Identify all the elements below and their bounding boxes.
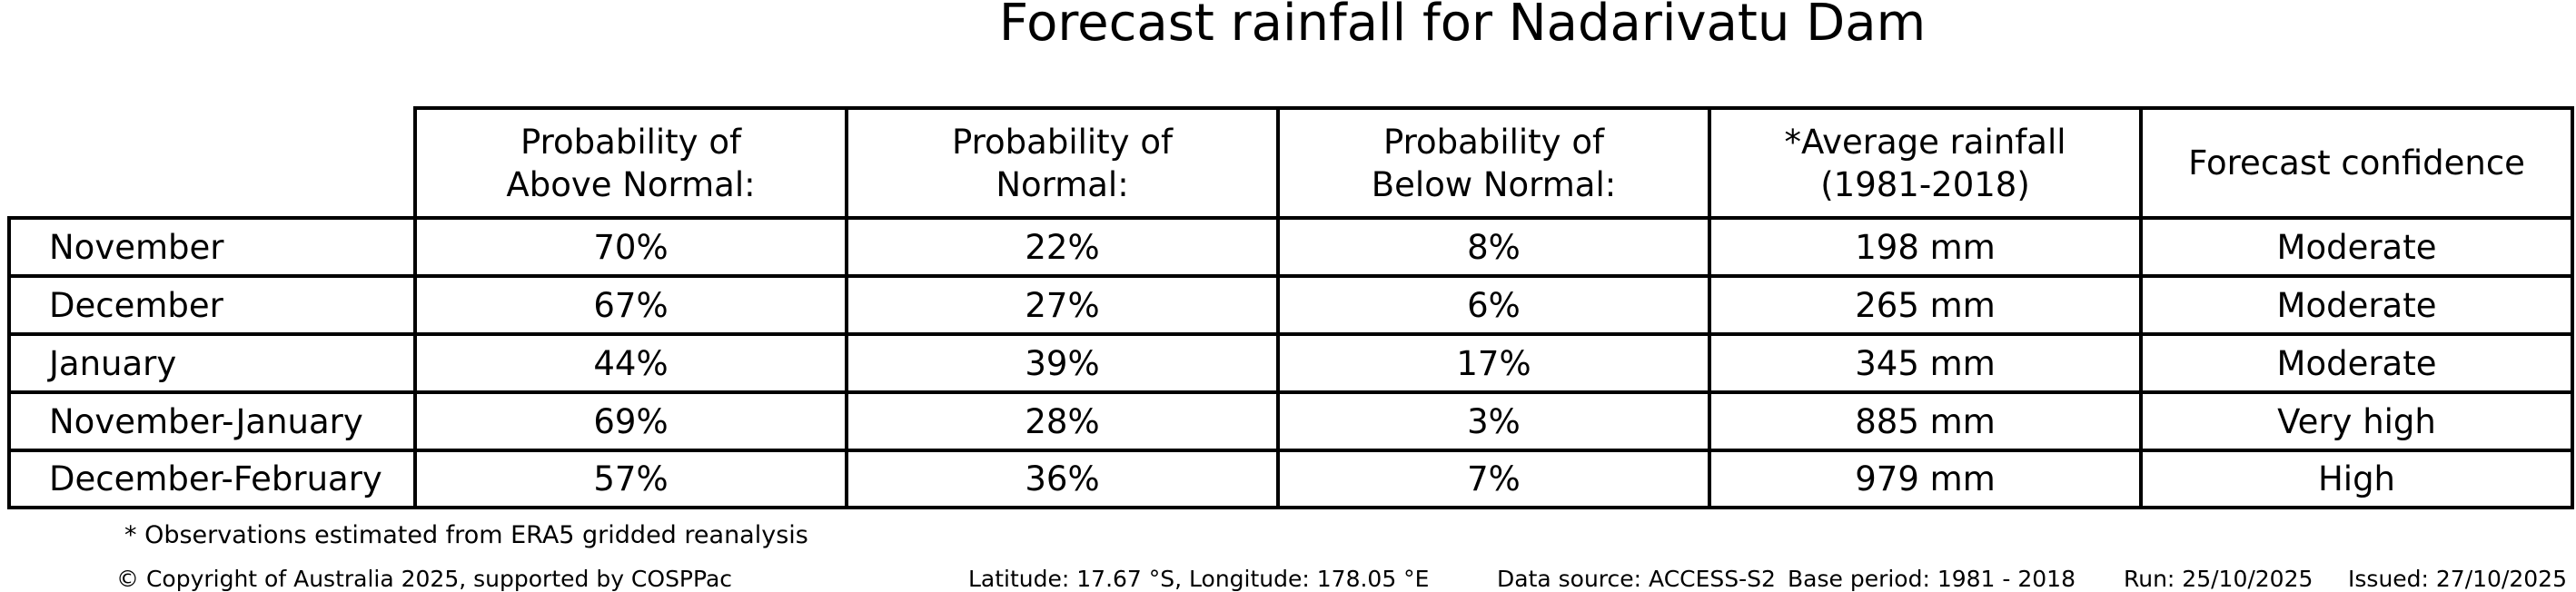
header-line: Forecast confidence xyxy=(2188,143,2525,183)
average-rainfall-value: 345 mm xyxy=(1708,332,2143,394)
above-normal-value: 70% xyxy=(413,216,848,278)
column-header-above-normal: Probability of Above Normal: xyxy=(413,106,848,220)
base-period-text: Base period: 1981 - 2018 xyxy=(1788,566,2076,592)
above-normal-value: 57% xyxy=(413,449,848,509)
below-normal-value: 6% xyxy=(1276,274,1711,336)
normal-value: 39% xyxy=(845,332,1280,394)
normal-value: 22% xyxy=(845,216,1280,278)
above-normal-value: 69% xyxy=(413,390,848,452)
confidence-value: Moderate xyxy=(2139,216,2574,278)
issued-date-text: Issued: 27/10/2025 xyxy=(2348,566,2567,592)
above-normal-value: 44% xyxy=(413,332,848,394)
average-rainfall-value: 198 mm xyxy=(1708,216,2143,278)
confidence-value: Moderate xyxy=(2139,332,2574,394)
confidence-value: Very high xyxy=(2139,390,2574,452)
normal-value: 28% xyxy=(845,390,1280,452)
page-title: Forecast rainfall for Nadarivatu Dam xyxy=(998,0,1927,53)
column-header-below-normal: Probability of Below Normal: xyxy=(1276,106,1711,220)
table-row-january: January 44% 39% 17% 345 mm Moderate xyxy=(7,332,2574,394)
forecast-table: Probability of Above Normal: Probability… xyxy=(7,106,2574,509)
header-row: Probability of Above Normal: Probability… xyxy=(9,106,2574,220)
footnote: * Observations estimated from ERA5 gridd… xyxy=(124,521,808,549)
header-line: Below Normal: xyxy=(1371,164,1617,204)
header-line: *Average rainfall xyxy=(1784,122,2066,162)
column-header-average-rainfall: *Average rainfall (1981-2018) xyxy=(1708,106,2143,220)
below-normal-value: 17% xyxy=(1276,332,1711,394)
table-row-december: December 67% 27% 6% 265 mm Moderate xyxy=(7,274,2574,336)
header-line: Normal: xyxy=(996,164,1129,204)
normal-value: 27% xyxy=(845,274,1280,336)
row-label: November xyxy=(7,216,417,278)
location-text: Latitude: 17.67 °S, Longitude: 178.05 °E xyxy=(968,566,1430,592)
row-label: December xyxy=(7,274,417,336)
table-row-november: November 70% 22% 8% 198 mm Moderate xyxy=(7,216,2574,278)
header-line: Probability of xyxy=(520,122,741,162)
corner-cell xyxy=(9,108,415,218)
row-label: January xyxy=(7,332,417,394)
row-label: November-January xyxy=(7,390,417,452)
row-label: December-February xyxy=(7,449,417,509)
above-normal-value: 67% xyxy=(413,274,848,336)
column-header-forecast-confidence: Forecast confidence xyxy=(2139,106,2574,220)
header-line: (1981-2018) xyxy=(1820,164,2030,204)
average-rainfall-value: 979 mm xyxy=(1708,449,2143,509)
confidence-value: High xyxy=(2139,449,2574,509)
average-rainfall-value: 265 mm xyxy=(1708,274,2143,336)
below-normal-value: 7% xyxy=(1276,449,1711,509)
header-line: Above Normal: xyxy=(506,164,756,204)
table-row-december-february: December-February 57% 36% 7% 979 mm High xyxy=(7,449,2574,509)
below-normal-value: 8% xyxy=(1276,216,1711,278)
data-source-text: Data source: ACCESS-S2 xyxy=(1497,566,1776,592)
copyright-text: © Copyright of Australia 2025, supported… xyxy=(116,566,733,592)
confidence-value: Moderate xyxy=(2139,274,2574,336)
column-header-normal: Probability of Normal: xyxy=(845,106,1280,220)
table-row-november-january: November-January 69% 28% 3% 885 mm Very … xyxy=(7,390,2574,452)
average-rainfall-value: 885 mm xyxy=(1708,390,2143,452)
below-normal-value: 3% xyxy=(1276,390,1711,452)
normal-value: 36% xyxy=(845,449,1280,509)
run-date-text: Run: 25/10/2025 xyxy=(2124,566,2313,592)
header-line: Probability of xyxy=(1382,122,1604,162)
header-line: Probability of xyxy=(951,122,1173,162)
